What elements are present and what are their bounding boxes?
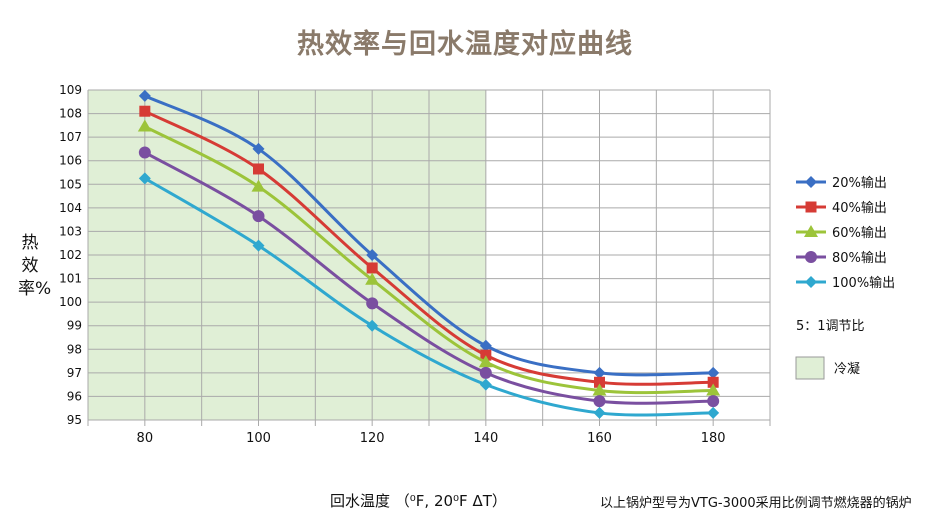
- legend-marker: [805, 276, 817, 288]
- y-tick-label: 95: [67, 413, 82, 427]
- y-tick-label: 108: [59, 107, 82, 121]
- data-point: [707, 376, 719, 388]
- legend-label: 40%输出: [832, 200, 887, 216]
- data-point: [366, 319, 379, 332]
- data-point: [139, 105, 151, 117]
- legend-swatch-condensing: [795, 356, 825, 380]
- legend-marker: [805, 251, 817, 263]
- y-tick-label: 99: [67, 319, 82, 333]
- data-point: [593, 395, 606, 408]
- y-tick-label: 96: [67, 389, 82, 403]
- x-tick-label: 100: [246, 431, 271, 446]
- legend-marker: [805, 176, 817, 188]
- x-tick-label: 180: [701, 431, 726, 446]
- y-tick-label: 97: [67, 366, 82, 380]
- data-point: [252, 239, 265, 252]
- legend-label: 20%输出: [832, 175, 887, 191]
- data-point: [592, 383, 607, 396]
- data-point: [366, 249, 379, 261]
- series-line: [144, 177, 714, 417]
- legend-label: 60%输出: [832, 225, 887, 241]
- x-tick-label: 120: [360, 431, 385, 446]
- chart-title: 热效率与回水温度对应曲线: [297, 29, 633, 60]
- data-point: [138, 89, 151, 102]
- legend-label-condensing: 冷凝: [834, 361, 860, 377]
- series-line: [144, 151, 714, 405]
- data-point: [137, 119, 152, 132]
- data-point: [138, 172, 151, 185]
- y-tick-label: 100: [59, 295, 82, 309]
- legend-label: 100%输出: [832, 275, 895, 291]
- y-tick-label: 109: [59, 83, 82, 97]
- x-tick-label: 80: [137, 431, 154, 446]
- x-tick-label: 160: [587, 431, 612, 446]
- data-point: [707, 406, 720, 419]
- series-line: [144, 125, 714, 395]
- data-point: [251, 179, 266, 192]
- data-point: [253, 163, 264, 175]
- data-point: [594, 376, 605, 388]
- data-point: [479, 339, 492, 352]
- y-tick-label: 102: [59, 248, 82, 262]
- data-point: [138, 146, 151, 159]
- data-point: [593, 366, 606, 379]
- data-point: [706, 383, 721, 396]
- y-tick-label: 101: [59, 272, 82, 286]
- data-point: [479, 378, 492, 391]
- y-tick-label: 106: [59, 154, 82, 168]
- data-point: [480, 349, 492, 361]
- y-tick-label: 98: [67, 342, 82, 356]
- data-point: [252, 210, 265, 223]
- data-point: [365, 272, 380, 285]
- legend-marker: [805, 201, 817, 213]
- data-point: [366, 297, 379, 310]
- data-point: [479, 366, 492, 379]
- x-tick-label: 140: [473, 431, 498, 446]
- legend-label: 80%输出: [832, 250, 887, 266]
- data-point: [707, 395, 720, 408]
- data-point: [593, 406, 606, 419]
- data-point: [366, 262, 378, 274]
- y-tick-label: 105: [59, 177, 82, 191]
- footnote: 以上锅炉型号为VTG-3000采用比例调节燃烧器的锅炉: [600, 496, 912, 511]
- data-point: [478, 355, 493, 368]
- y-tick-label: 103: [59, 224, 82, 238]
- y-tick-label: 107: [59, 130, 82, 144]
- ratio-annotation: 5：1调节比: [796, 319, 865, 334]
- legend-marker: [804, 225, 818, 237]
- y-tick-label: 104: [59, 201, 82, 215]
- x-axis-label: 回水温度 （⁰F, 20⁰F ΔT）: [330, 492, 507, 510]
- data-point: [707, 366, 720, 379]
- data-point: [252, 142, 265, 155]
